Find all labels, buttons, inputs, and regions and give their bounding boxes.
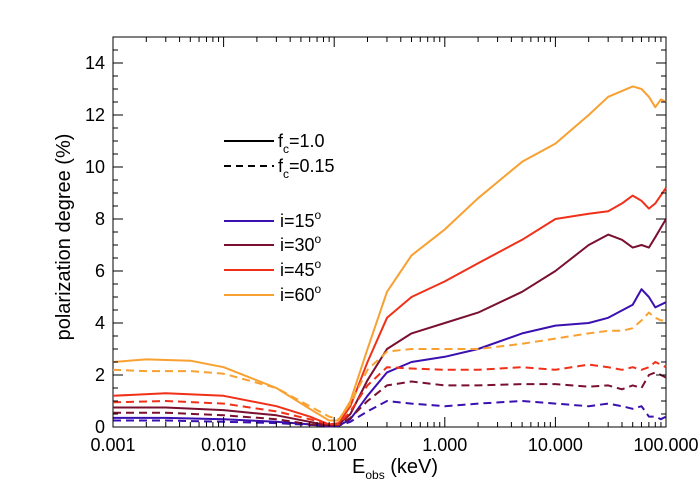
x-tick-label: 10.000 — [528, 435, 583, 455]
y-tick-label: 6 — [95, 261, 105, 281]
series-layer — [112, 85, 667, 428]
x-axis-title-sub: obs — [365, 468, 384, 482]
x-axis-title-rest: (keV) — [385, 456, 438, 478]
y-tick-label: 14 — [85, 53, 105, 73]
x-tick-label: 0.100 — [312, 435, 357, 455]
tick-layer: 0.001 0.010 0.100 1.000 10.000 100.000 0 2 4 6 8 10… — [85, 36, 699, 455]
x-tick-label: 100.000 — [633, 435, 698, 455]
series-line-4 — [113, 400, 667, 427]
y-axis-title: polarization degree (%) — [53, 134, 75, 341]
legend-label-i30: i=30o — [280, 232, 322, 255]
y-tick-label: 10 — [85, 157, 105, 177]
y-tick-label: 12 — [85, 105, 105, 125]
legend-style-label-solid: fc=1.0 — [278, 131, 325, 156]
series-line-3 — [112, 85, 667, 422]
legend: fc=1.0 fc=0.15 i=15o i=30o i=45o i=60o — [224, 131, 335, 305]
legend-label-i15: i=15o — [280, 208, 322, 231]
x-axis-title-main: E — [352, 456, 365, 478]
x-tick-label: 0.010 — [201, 435, 246, 455]
series-line-0 — [113, 288, 667, 428]
y-tick-label: 4 — [95, 313, 105, 333]
legend-label-i60: i=60o — [280, 282, 322, 305]
x-axis-title: Eobs (keV) — [352, 456, 438, 482]
plot-frame — [112, 36, 667, 428]
series-line-1 — [113, 218, 667, 427]
y-tick-label: 2 — [95, 365, 105, 385]
series-line-6 — [112, 361, 667, 426]
series-line-7 — [112, 311, 666, 421]
legend-style-label-dashed: fc=0.15 — [278, 156, 335, 181]
series-line-5 — [113, 371, 667, 427]
x-tick-label: 0.001 — [90, 435, 135, 455]
y-tick-label: 8 — [95, 209, 105, 229]
series-line-2 — [112, 187, 667, 426]
y-tick-label: 0 — [95, 417, 105, 437]
legend-label-i45: i=45o — [280, 257, 322, 280]
x-tick-label: 1.000 — [422, 435, 467, 455]
